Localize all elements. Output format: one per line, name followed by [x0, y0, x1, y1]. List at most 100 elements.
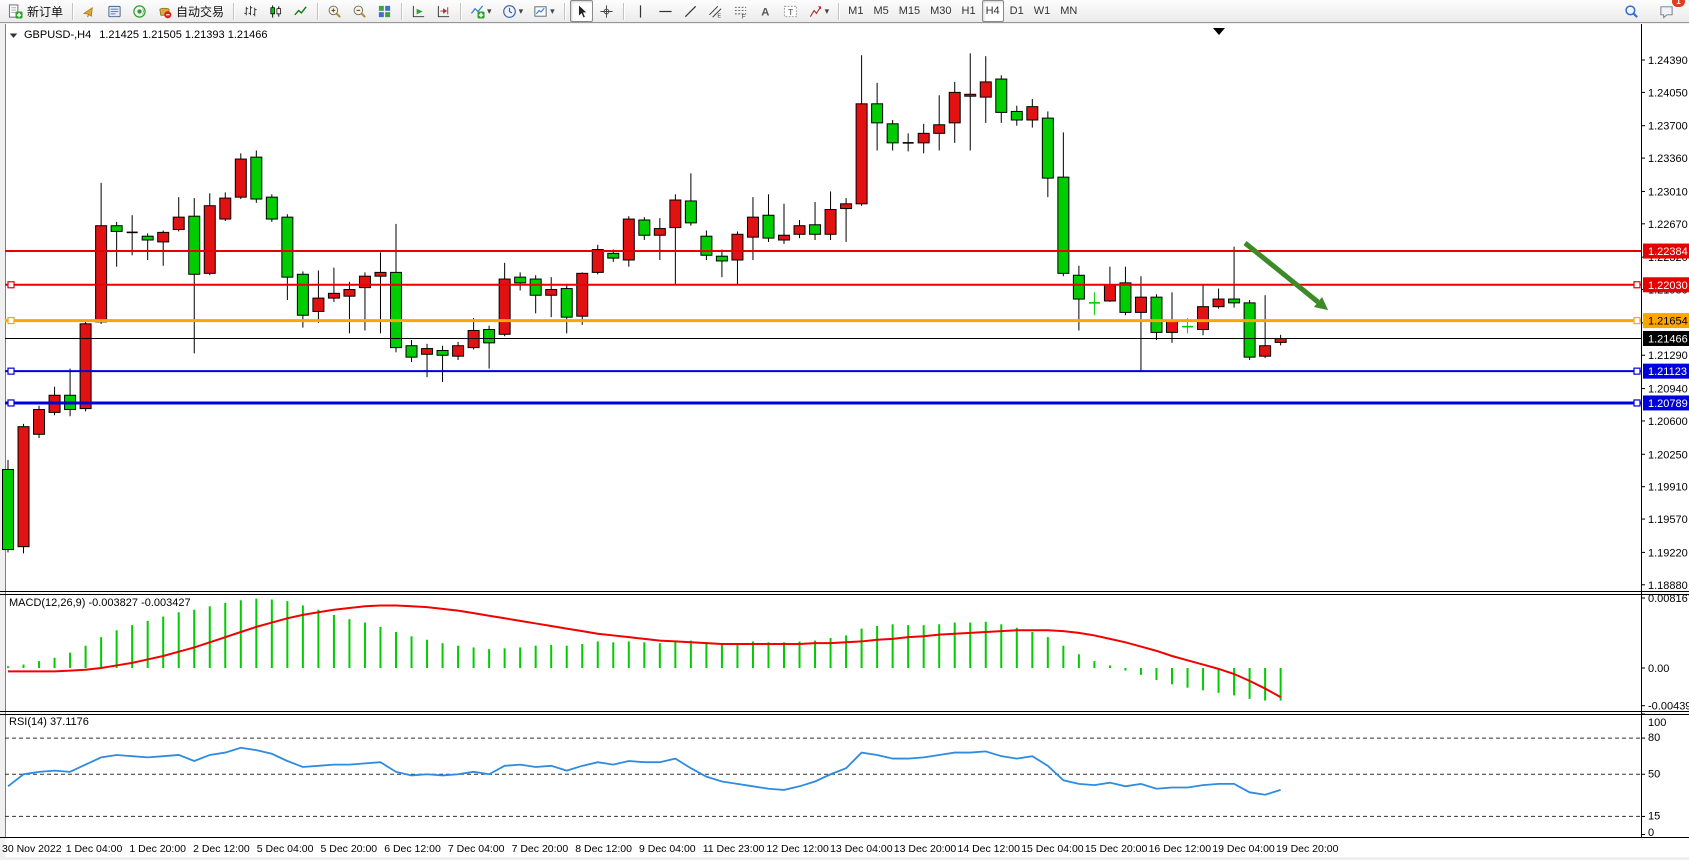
- tf-m5-button-label: M5: [873, 5, 889, 17]
- tile-windows-button[interactable]: [373, 0, 396, 22]
- new-order-button[interactable]: 新订单: [4, 0, 67, 22]
- candle-bearish: [560, 288, 573, 318]
- tf-mn-button[interactable]: MN: [1056, 0, 1081, 22]
- svg-text:13 Dec 04:00: 13 Dec 04:00: [830, 843, 893, 855]
- tf-m5-button[interactable]: M5: [869, 0, 892, 22]
- tf-m1-button[interactable]: M1: [844, 0, 867, 22]
- notification-badge: 1: [1672, 0, 1685, 7]
- candle-bearish: [1041, 117, 1054, 179]
- tf-m15-button[interactable]: M15: [895, 0, 924, 22]
- hline-button[interactable]: [654, 0, 677, 22]
- candle-bearish: [700, 235, 713, 256]
- trendline-button[interactable]: [679, 0, 702, 22]
- cursor-icon: [574, 3, 589, 19]
- macd-signal-line: [8, 604, 1282, 699]
- chart-bars-icon: [243, 4, 258, 19]
- channel-button[interactable]: E: [704, 0, 727, 22]
- tf-m30-button[interactable]: M30: [926, 0, 955, 22]
- templates-button[interactable]: ▾: [529, 0, 559, 22]
- indicators-icon: [470, 4, 485, 19]
- time-axis[interactable]: 30 Nov 2022 1 Dec 04:00 1 Dec 20:00 2 Dec 1…: [2, 843, 1339, 855]
- templates-icon: [533, 4, 548, 19]
- autotrading-button-label: 自动交易: [176, 4, 225, 19]
- text-button[interactable]: A: [754, 0, 777, 22]
- chart-window: 1.24390 1.24050 1.23700 1.23360 1.23010 1.226…: [0, 24, 1689, 860]
- price-axis[interactable]: 1.24390 1.24050 1.23700 1.23360 1.23010 1.226…: [1641, 55, 1689, 839]
- svg-text:0: 0: [1648, 827, 1654, 839]
- svg-text:1.24050: 1.24050: [1648, 87, 1688, 99]
- tile-windows-icon: [377, 4, 392, 19]
- candle-chart-button[interactable]: [264, 0, 287, 22]
- chart-shift-button[interactable]: [432, 0, 455, 22]
- candle-bearish: [110, 225, 123, 232]
- bar-chart-button[interactable]: [239, 0, 262, 22]
- crosshair-button[interactable]: [595, 0, 618, 22]
- fibonacci-icon: F: [733, 4, 748, 19]
- shapes-button[interactable]: ▾: [804, 0, 834, 22]
- svg-text:1.24390: 1.24390: [1648, 55, 1688, 67]
- svg-text:6 Dec 12:00: 6 Dec 12:00: [384, 843, 441, 855]
- periods-button[interactable]: ▾: [498, 0, 528, 22]
- chat-button[interactable]: 1: [1655, 0, 1685, 22]
- fibonacci-button[interactable]: F: [729, 0, 752, 22]
- text-label-button[interactable]: T: [779, 0, 802, 22]
- svg-text:1.22670: 1.22670: [1648, 219, 1688, 231]
- candle-bullish: [374, 271, 387, 277]
- candle-bearish: [871, 103, 884, 124]
- price-badge-1.22030: 1.22030: [1643, 277, 1689, 293]
- tf-h4-button[interactable]: H4: [981, 0, 1004, 22]
- line-handle[interactable]: [7, 281, 15, 289]
- candle-bullish: [591, 249, 604, 273]
- zoom-out-icon: [352, 4, 367, 19]
- tf-w1-button[interactable]: W1: [1030, 0, 1055, 22]
- candle-bearish: [607, 252, 620, 259]
- search-button[interactable]: [1620, 0, 1643, 22]
- tf-mn-button-label: MN: [1060, 5, 1078, 17]
- svg-text:1.23700: 1.23700: [1648, 121, 1688, 133]
- vline-button[interactable]: [629, 0, 652, 22]
- line-handle[interactable]: [7, 316, 15, 325]
- alerts-button[interactable]: [128, 0, 151, 22]
- candle-bearish: [390, 271, 402, 349]
- chart-canvas[interactable]: 1.24390 1.24050 1.23700 1.23360 1.23010 1.226…: [0, 24, 1689, 860]
- candle-bullish: [172, 216, 185, 231]
- signals-button[interactable]: [78, 0, 101, 22]
- candle-bullish: [234, 158, 247, 198]
- candle-bullish: [358, 275, 371, 289]
- zoom-out-button[interactable]: [348, 0, 371, 22]
- line-handle[interactable]: [7, 367, 15, 375]
- candle-bearish: [529, 278, 542, 296]
- zoom-in-button[interactable]: [323, 0, 346, 22]
- indicators-button[interactable]: ▾: [466, 0, 496, 22]
- hline-resistance-2[interactable]: [5, 281, 1641, 289]
- candle-bullish: [746, 216, 759, 238]
- line-handle[interactable]: [1633, 399, 1641, 407]
- line-handle[interactable]: [7, 399, 15, 407]
- market-depth-button[interactable]: [103, 0, 126, 22]
- tf-d1-button[interactable]: D1: [1006, 0, 1028, 22]
- tf-h1-button[interactable]: H1: [958, 0, 980, 22]
- line-handle[interactable]: [1633, 316, 1641, 325]
- line-handle[interactable]: [1633, 281, 1641, 289]
- hline-support-1[interactable]: [5, 367, 1641, 375]
- chat-icon: [1659, 4, 1674, 19]
- hline-pivot-orange[interactable]: [5, 316, 1641, 325]
- toolbar-separator: [401, 2, 403, 20]
- line-chart-button[interactable]: [289, 0, 312, 22]
- candle-bearish: [638, 219, 651, 236]
- svg-text:12 Dec 12:00: 12 Dec 12:00: [766, 843, 829, 855]
- hline-support-2[interactable]: [5, 399, 1641, 407]
- candle-bullish: [933, 124, 946, 134]
- candle-bearish: [265, 196, 278, 220]
- candle-bearish: [141, 235, 154, 241]
- candle-bearish: [762, 214, 775, 239]
- svg-text:1.21466: 1.21466: [1648, 333, 1688, 345]
- auto-scroll-button[interactable]: [407, 0, 430, 22]
- autotrading-button[interactable]: 自动交易: [153, 0, 228, 22]
- line-handle[interactable]: [1633, 367, 1641, 375]
- candle-bullish: [312, 297, 325, 312]
- chart-shift-marker[interactable]: [1213, 28, 1225, 35]
- cursor-button[interactable]: [569, 0, 593, 22]
- search-icon: [1624, 4, 1639, 19]
- trend-arrow[interactable]: [1243, 241, 1329, 311]
